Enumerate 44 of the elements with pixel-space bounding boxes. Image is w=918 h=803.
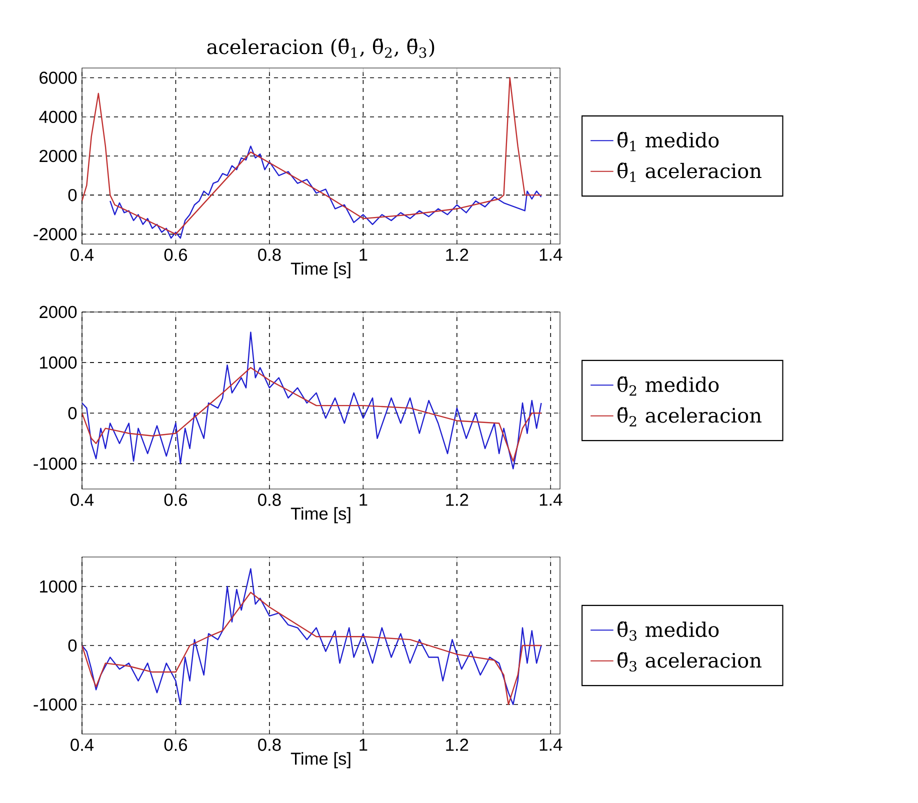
y-tick-label: 2000 (40, 306, 77, 318)
y-tick-label: 0 (68, 639, 77, 652)
x-tick-label: 1.4 (540, 248, 562, 261)
y-tick-label: -1000 (34, 458, 77, 470)
legend-label: θ̈$_{3}$ aceleracion (618, 652, 762, 672)
x-tick-label: 1 (360, 738, 368, 751)
x-axis-title: Time [s] (290, 507, 350, 524)
x-tick-label: 1.4 (540, 738, 562, 751)
legend-label: θ̈$_{1}$ aceleracion (618, 162, 762, 182)
x-tick-label: 0.6 (164, 248, 188, 261)
legend-label: θ̈$_{1}$ medido (618, 132, 719, 152)
line-series (82, 568, 542, 706)
x-tick-label: 0.6 (164, 494, 188, 506)
x-tick-label: 0.8 (258, 738, 281, 751)
line-series (82, 332, 542, 470)
y-tick-label: 4000 (39, 110, 77, 124)
legend-label: θ̈$_{2}$ medido (618, 376, 719, 396)
legend-label: θ̈$_{3}$ medido (618, 621, 719, 641)
y-tick-label: 0 (68, 188, 77, 202)
legend-label: θ̈$_{2}$ aceleracion (618, 407, 762, 426)
x-tick-label: 1 (360, 494, 368, 506)
x-tick-label: 0.6 (164, 738, 188, 751)
y-tick-label: 1000 (40, 580, 77, 593)
line-series (82, 77, 542, 235)
y-tick-label: 6000 (40, 72, 77, 84)
x-tick-label: 0.4 (70, 494, 94, 506)
x-tick-label: 1 (360, 248, 368, 261)
y-tick-label: -2000 (34, 228, 77, 240)
x-tick-label: 0.4 (70, 248, 94, 261)
y-tick-label: 1000 (40, 356, 77, 369)
y-tick-label: -1000 (34, 698, 77, 711)
x-axis-title: Time [s] (290, 752, 350, 768)
x-tick-label: 0.8 (258, 494, 281, 506)
line-series (110, 146, 542, 239)
y-tick-label: 2000 (40, 150, 77, 162)
x-tick-label: 1.2 (446, 248, 468, 261)
x-tick-label: 1.2 (446, 494, 468, 506)
x-tick-label: 1.2 (446, 738, 468, 751)
x-tick-label: 1.4 (540, 494, 562, 506)
x-axis-title: Time [s] (290, 262, 350, 278)
y-tick-label: 0 (68, 406, 77, 420)
x-tick-label: 0.8 (258, 248, 281, 261)
x-tick-label: 0.4 (70, 738, 94, 751)
chart-title: aceleracion (θ̈$_{1}$, θ̈$_{2}$, θ̈$_{3}$) (207, 38, 434, 58)
